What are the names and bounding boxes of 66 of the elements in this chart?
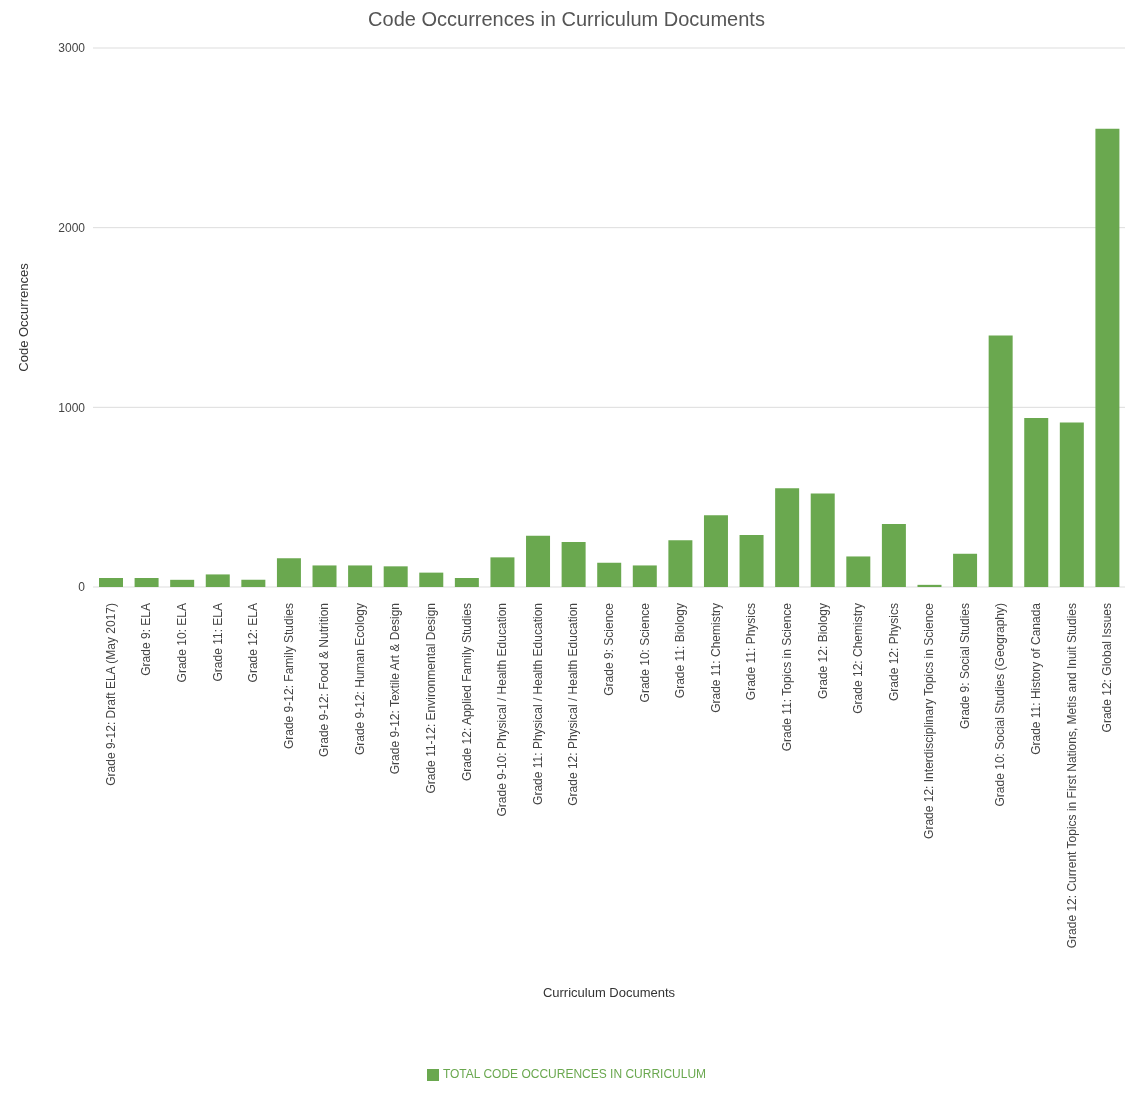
bar <box>703 515 728 587</box>
bar <box>810 493 835 587</box>
bar <box>490 557 515 587</box>
x-tick-label: Grade 12: Global Issues <box>1100 603 1115 733</box>
x-tick-label: Grade 12: Physical / Health Education <box>566 603 581 806</box>
bar <box>881 524 906 587</box>
y-tick-label: 2000 <box>58 220 86 235</box>
bar <box>1024 418 1049 587</box>
x-tick-label: Grade 11: ELA <box>210 603 225 682</box>
x-tick-label: Grade 11-12: Environmental Design <box>424 603 439 794</box>
bar <box>775 488 800 587</box>
bar <box>846 556 871 587</box>
bar <box>668 540 693 587</box>
x-axis-title: Curriculum Documents <box>542 985 676 1000</box>
bar <box>383 566 408 587</box>
x-tick-label: Grade 12: Biology <box>815 603 830 700</box>
bar <box>917 584 942 587</box>
x-tick-label: Grade 9-12: Food & Nutrition <box>317 603 332 758</box>
x-tick-label: Grade 11: Biology <box>673 603 688 699</box>
bar <box>988 335 1013 587</box>
bar <box>419 572 444 587</box>
x-tick-label: Grade 11: Topics in Science <box>779 602 794 752</box>
bar <box>526 535 551 587</box>
x-tick-label: Grade 12: Current Topics in First Nations, Metis and Inuit Studies <box>1064 603 1079 949</box>
y-axis-title: Code Occurrences <box>15 262 31 372</box>
bar <box>312 565 337 587</box>
x-tick-label: Grade 10: ELA <box>174 603 189 683</box>
x-tick-label: Grade 9: ELA <box>139 603 154 676</box>
x-tick-label: Grade 12: ELA <box>246 603 261 683</box>
x-tick-label: Grade 9-12: Textile Art & Design <box>388 603 403 775</box>
x-tick-label: Grade 11: Chemistry <box>708 603 723 713</box>
x-tick-label: Grade 10: Social Studies (Geography) <box>993 603 1008 807</box>
x-tick-label: Grade 9: Social Studies <box>957 603 972 730</box>
y-tick-label: 1000 <box>58 400 86 415</box>
bar <box>597 562 622 587</box>
x-tick-label: Grade 9-12: Human Ecology <box>352 603 367 756</box>
bar <box>632 565 657 587</box>
x-tick-label: Grade 12: Interdisciplinary Topics in Science <box>922 602 937 839</box>
y-tick-label: 0 <box>78 580 86 595</box>
x-tick-label: Grade 12: Physics <box>886 603 901 702</box>
bar <box>99 578 123 587</box>
x-tick-label: Grade 10: Science <box>637 602 652 703</box>
y-tick-label: 3000 <box>58 41 86 56</box>
bar <box>205 574 230 587</box>
bar <box>170 579 195 587</box>
bar <box>241 579 266 587</box>
bar <box>953 553 978 587</box>
bar <box>561 542 586 587</box>
x-tick-label: Grade 9-12: Family Studies <box>281 603 296 750</box>
x-tick-label: Grade 12: Applied Family Studies <box>459 603 474 782</box>
bar <box>1059 422 1084 587</box>
bar <box>276 558 301 587</box>
x-tick-label: Grade 11: History of Canada <box>1029 602 1044 755</box>
x-tick-label: Grade 12: Chemistry <box>851 603 866 714</box>
legend-label: TOTAL CODE OCCURENCES IN CURRICULUM <box>442 1067 707 1081</box>
x-tick-label: Grade 9: Science <box>602 602 616 696</box>
bar <box>348 565 373 587</box>
bar <box>454 578 479 587</box>
bar <box>739 534 764 587</box>
x-tick-label: Grade 11: Physics <box>744 603 759 701</box>
x-tick-label: Grade 11: Physical / Health Education <box>530 603 545 805</box>
bar <box>134 578 159 587</box>
chart-title: Code Occurrences in Curriculum Documents <box>367 8 766 32</box>
x-tick-label: Grade 9-10: Physical / Health Education <box>495 603 510 817</box>
bar <box>1095 128 1120 587</box>
x-tick-label: Grade 9-12: Draft ELA (May 2017) <box>103 603 118 786</box>
